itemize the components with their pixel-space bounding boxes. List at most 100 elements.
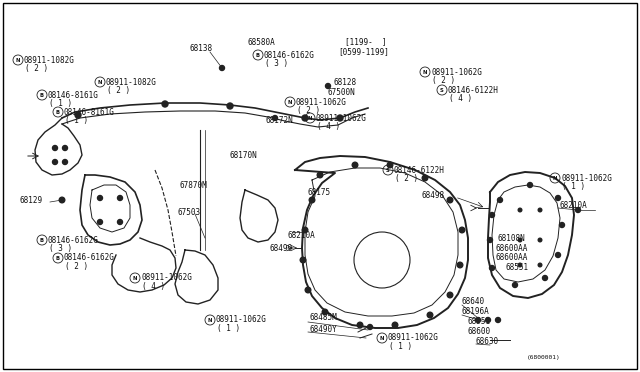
Circle shape [495, 317, 500, 323]
Text: B: B [56, 109, 60, 115]
Circle shape [302, 115, 308, 121]
Text: N: N [380, 336, 384, 340]
Text: 68498: 68498 [422, 190, 445, 199]
Text: 08146-8161G: 08146-8161G [48, 90, 99, 99]
Text: 68630: 68630 [476, 337, 499, 346]
Circle shape [97, 196, 102, 201]
Text: B: B [56, 256, 60, 260]
Text: 08911-1062G: 08911-1062G [316, 113, 367, 122]
Circle shape [447, 292, 453, 298]
Text: 08911-1082G: 08911-1082G [106, 77, 157, 87]
Text: 08146-6162G: 08146-6162G [48, 235, 99, 244]
Text: 68175: 68175 [308, 187, 331, 196]
Text: ( 2 ): ( 2 ) [432, 76, 455, 84]
Text: 68196A: 68196A [462, 308, 490, 317]
Circle shape [387, 162, 393, 168]
Text: N: N [553, 176, 557, 180]
Circle shape [322, 309, 328, 315]
Text: 68210A: 68210A [560, 201, 588, 209]
Circle shape [490, 212, 495, 218]
Circle shape [326, 83, 330, 89]
Text: S: S [386, 167, 390, 173]
Text: B: B [256, 52, 260, 58]
Circle shape [538, 263, 542, 267]
Text: 08911-1062G: 08911-1062G [561, 173, 612, 183]
Text: B: B [40, 93, 44, 97]
Text: 67870M: 67870M [180, 180, 208, 189]
Text: ( 4 ): ( 4 ) [449, 93, 472, 103]
Text: 68138: 68138 [190, 44, 213, 52]
Text: [1199-  ]: [1199- ] [345, 38, 387, 46]
Text: 08911-1062G: 08911-1062G [296, 97, 347, 106]
Text: N: N [423, 70, 428, 74]
Text: ( 1 ): ( 1 ) [389, 341, 412, 350]
Circle shape [538, 238, 542, 242]
Circle shape [220, 65, 225, 71]
Text: N: N [208, 317, 212, 323]
Text: 08146-6122H: 08146-6122H [448, 86, 499, 94]
Text: 68640: 68640 [462, 298, 485, 307]
Circle shape [447, 197, 453, 203]
Circle shape [490, 266, 495, 270]
Circle shape [300, 257, 306, 263]
Text: 08911-1062G: 08911-1062G [216, 315, 267, 324]
Text: 08146-6162G: 08146-6162G [64, 253, 115, 263]
Circle shape [476, 317, 481, 323]
Circle shape [302, 227, 308, 233]
Text: N: N [132, 276, 137, 280]
Text: ( 2 ): ( 2 ) [395, 173, 418, 183]
Circle shape [518, 263, 522, 267]
Circle shape [162, 101, 168, 107]
Circle shape [518, 238, 522, 242]
Text: ( 1 ): ( 1 ) [65, 115, 88, 125]
Text: ( 4 ): ( 4 ) [142, 282, 165, 291]
Text: 67503: 67503 [178, 208, 201, 217]
Text: 68172N: 68172N [265, 115, 292, 125]
Text: 08911-1062G: 08911-1062G [141, 273, 192, 282]
Text: ( 3 ): ( 3 ) [49, 244, 72, 253]
Text: ( 2 ): ( 2 ) [297, 106, 320, 115]
Text: ( 1 ): ( 1 ) [49, 99, 72, 108]
Circle shape [367, 324, 372, 330]
Text: N: N [98, 80, 102, 84]
Text: 68210A: 68210A [288, 231, 316, 240]
Text: 68128: 68128 [333, 77, 356, 87]
Text: 08146-6162G: 08146-6162G [264, 51, 315, 60]
Text: 08911-1062G: 08911-1062G [388, 334, 439, 343]
Circle shape [513, 282, 518, 288]
Text: B: B [40, 237, 44, 243]
Circle shape [556, 253, 561, 257]
Circle shape [527, 183, 532, 187]
Text: N: N [288, 99, 292, 105]
Circle shape [63, 145, 67, 151]
Text: 68499: 68499 [270, 244, 293, 253]
Circle shape [97, 219, 102, 224]
Text: 67500N: 67500N [328, 87, 356, 96]
Circle shape [486, 317, 490, 323]
Circle shape [422, 175, 428, 181]
Circle shape [52, 160, 58, 164]
Text: S: S [440, 87, 444, 93]
Circle shape [309, 197, 315, 203]
Circle shape [392, 322, 398, 328]
Circle shape [518, 208, 522, 212]
Text: [0599-1199]: [0599-1199] [338, 48, 389, 57]
Text: ( 1 ): ( 1 ) [217, 324, 240, 333]
Circle shape [428, 312, 433, 318]
Text: 08146-8161G: 08146-8161G [64, 108, 115, 116]
Text: 68551: 68551 [505, 263, 528, 273]
Text: ( 4 ): ( 4 ) [317, 122, 340, 131]
Circle shape [337, 115, 343, 121]
Circle shape [460, 227, 465, 233]
Text: ( 2 ): ( 2 ) [107, 86, 130, 94]
Text: 68551: 68551 [468, 317, 491, 327]
Text: 68600AA: 68600AA [496, 244, 529, 253]
Text: N: N [16, 58, 20, 62]
Circle shape [52, 145, 58, 151]
Circle shape [457, 262, 463, 268]
Circle shape [556, 196, 561, 201]
Circle shape [543, 276, 547, 280]
Circle shape [497, 198, 502, 202]
Circle shape [575, 208, 580, 212]
Circle shape [352, 162, 358, 168]
